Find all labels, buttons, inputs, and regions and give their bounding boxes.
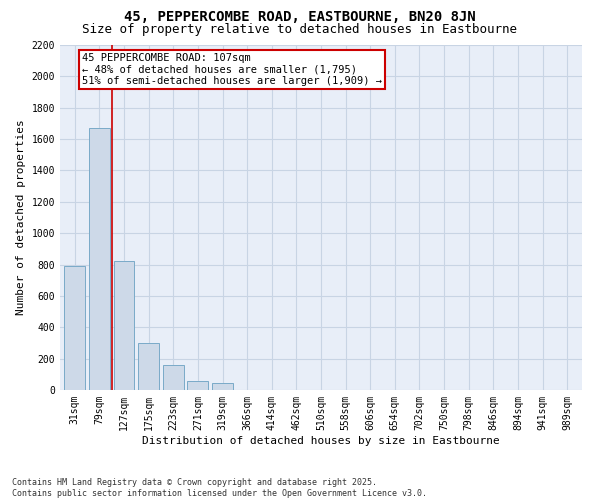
Bar [89,128,110,390]
Bar [113,262,134,390]
Text: Contains HM Land Registry data © Crown copyright and database right 2025.
Contai: Contains HM Land Registry data © Crown c… [12,478,427,498]
Bar [212,383,233,390]
Y-axis label: Number of detached properties: Number of detached properties [16,120,26,316]
Text: 45 PEPPERCOMBE ROAD: 107sqm
← 48% of detached houses are smaller (1,795)
51% of : 45 PEPPERCOMBE ROAD: 107sqm ← 48% of det… [82,53,382,86]
Bar [187,380,208,390]
Text: 45, PEPPERCOMBE ROAD, EASTBOURNE, BN20 8JN: 45, PEPPERCOMBE ROAD, EASTBOURNE, BN20 8… [124,10,476,24]
Bar [64,266,85,390]
Bar [163,365,184,390]
X-axis label: Distribution of detached houses by size in Eastbourne: Distribution of detached houses by size … [142,436,500,446]
Text: Size of property relative to detached houses in Eastbourne: Size of property relative to detached ho… [83,22,517,36]
Bar [138,343,159,390]
